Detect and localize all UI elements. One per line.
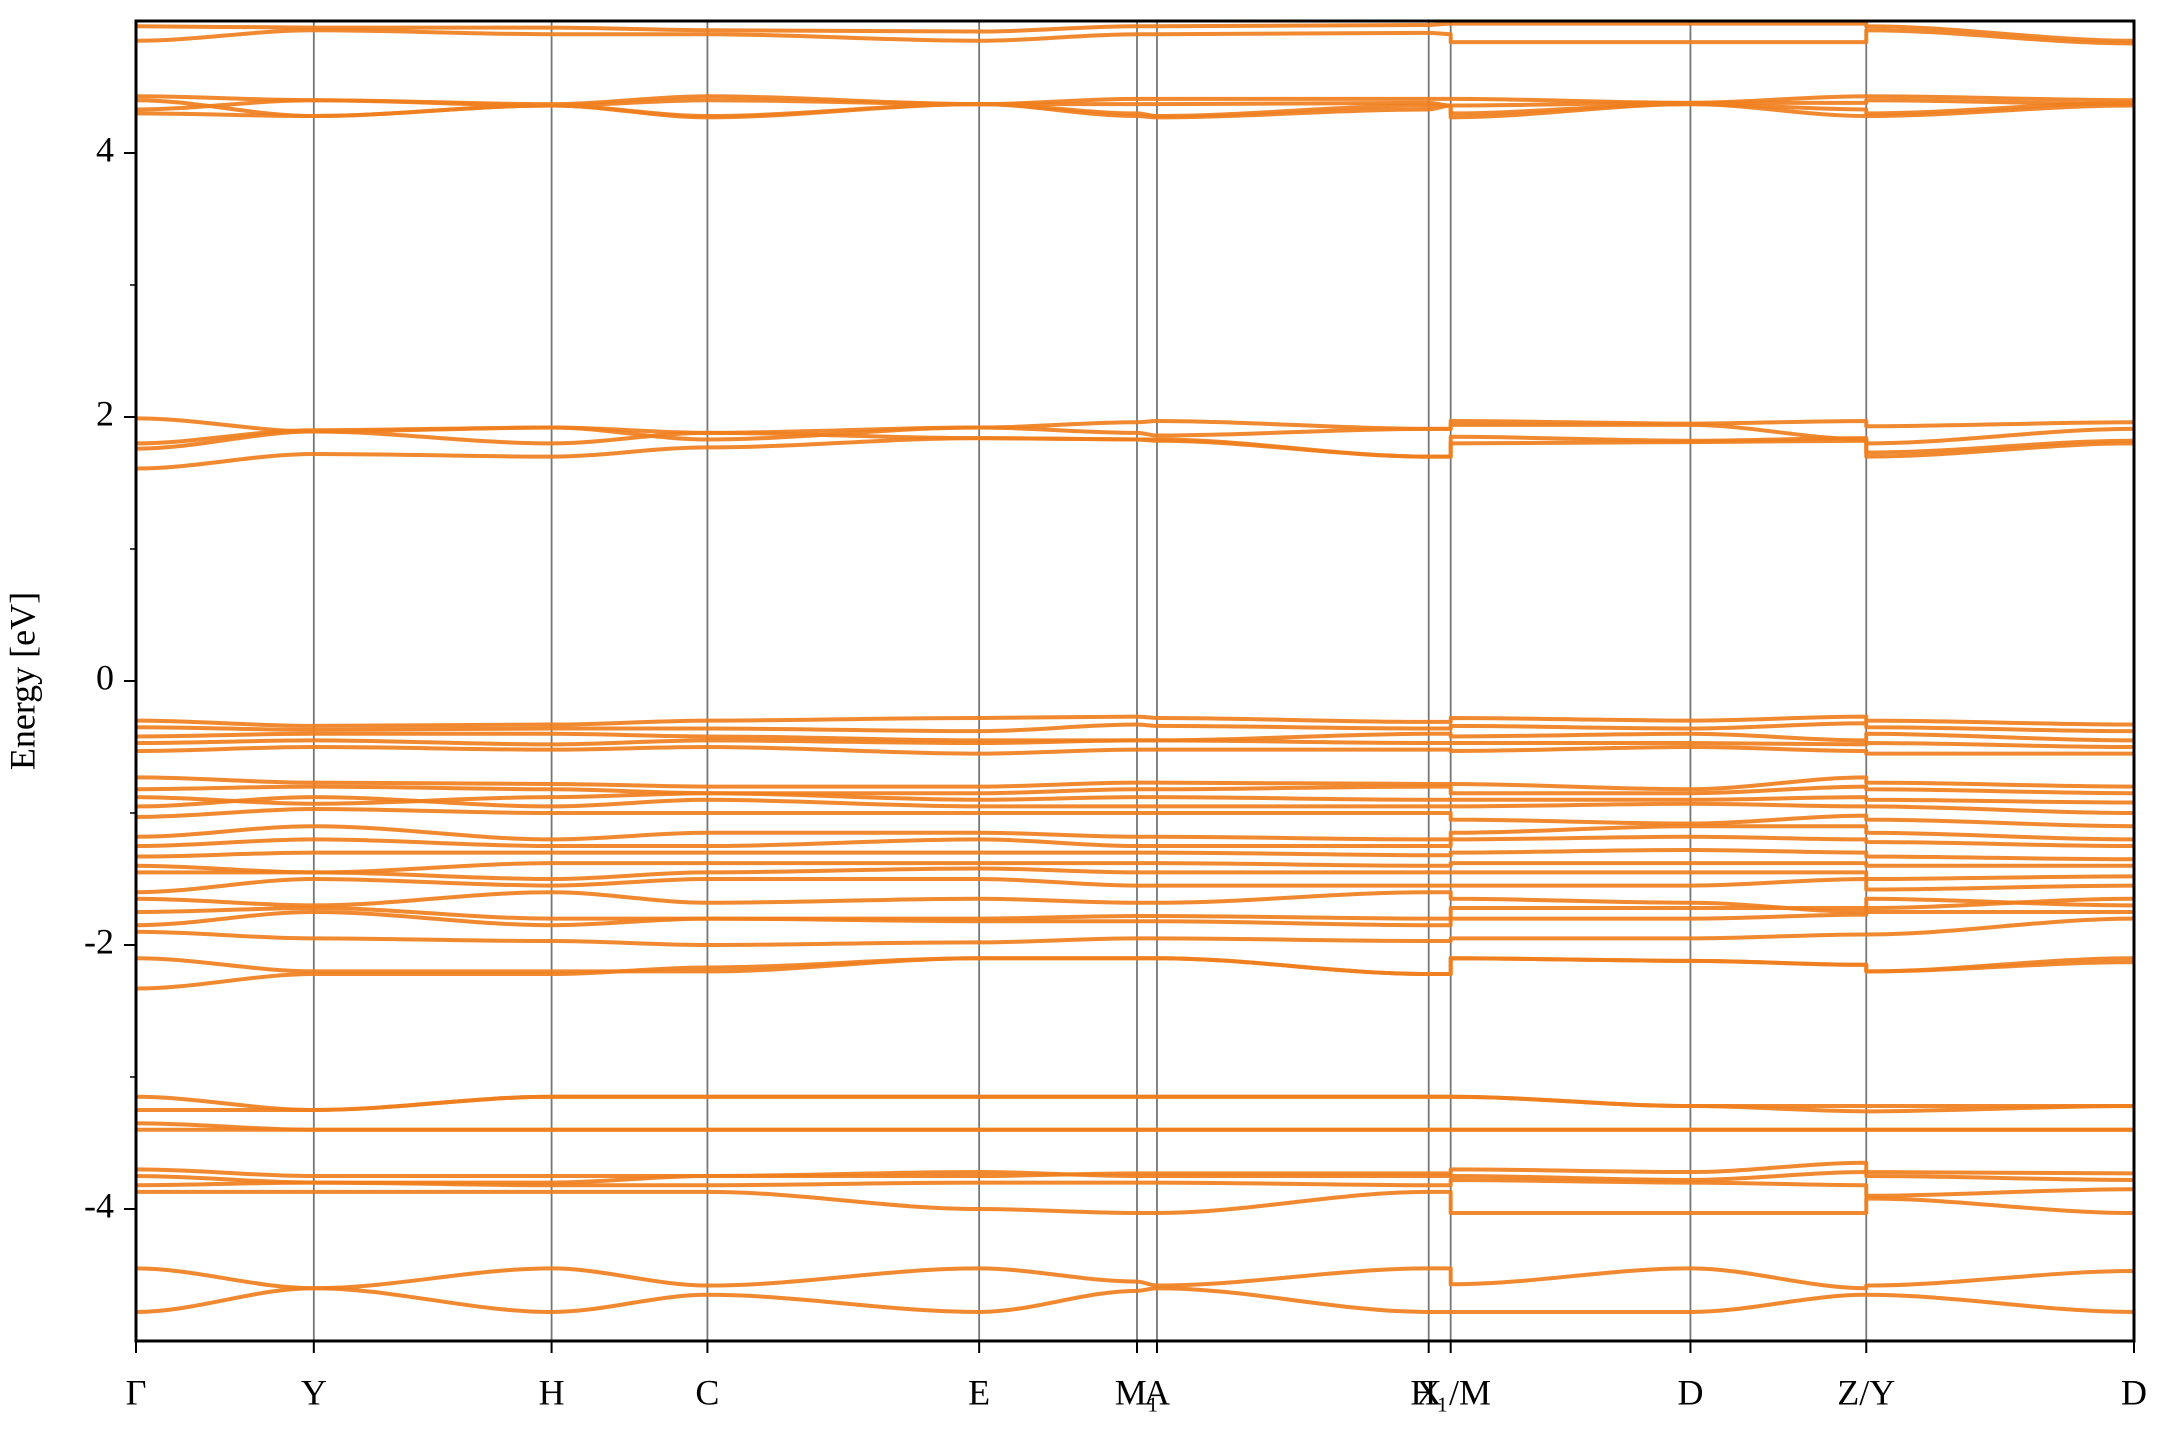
x-tick-label: Y [301, 1372, 327, 1412]
x-tick-label: H [539, 1372, 565, 1412]
band [135, 876, 2135, 895]
band [135, 436, 2135, 471]
band [135, 807, 2135, 829]
x-tick-label: D [1677, 1372, 1703, 1412]
band [135, 847, 2135, 862]
band [135, 21, 2135, 43]
y-tick-label: 4 [96, 129, 114, 169]
x-tick-label: X [1416, 1372, 1442, 1412]
band [135, 738, 2135, 749]
band [135, 784, 2135, 796]
band [135, 909, 2134, 928]
band [135, 791, 2135, 806]
band [135, 824, 2135, 842]
y-tick-label: -4 [84, 1185, 114, 1225]
band [136, 866, 2135, 881]
band [135, 795, 2135, 815]
x-tick-label: H₁/M [1410, 1372, 1491, 1412]
band [135, 1286, 2135, 1314]
plot-frame [134, 19, 2136, 1343]
band [135, 834, 2135, 849]
band [135, 1266, 2135, 1291]
y-tick-label: -2 [84, 921, 114, 961]
band [135, 916, 2135, 947]
x-tick-label: Z/Y [1837, 1372, 1895, 1412]
y-tick-label: 2 [96, 393, 114, 433]
x-tick-label: E [968, 1372, 990, 1412]
band [135, 1170, 2135, 1185]
band [135, 102, 2135, 120]
band [136, 1094, 2135, 1114]
band [136, 1189, 2135, 1215]
band [135, 429, 2135, 459]
x-tick-label: A [1144, 1372, 1170, 1412]
x-tick-label: C [695, 1372, 719, 1412]
x-tick-label: D [2121, 1372, 2147, 1412]
x-tick-label: Γ [126, 1372, 147, 1412]
band [135, 28, 2135, 46]
band [135, 721, 2135, 734]
band [135, 896, 2135, 921]
band [135, 714, 2135, 728]
band [135, 745, 2134, 756]
x-tick-label: M₁ [1115, 1372, 1160, 1412]
band [135, 956, 2135, 991]
y-axis-label: Energy [eV] [2, 592, 42, 770]
band [135, 861, 2134, 875]
y-tick-label: 0 [96, 657, 114, 697]
band [135, 890, 2135, 914]
band [135, 1177, 2135, 1198]
band [135, 775, 2135, 792]
band [135, 1160, 2135, 1179]
